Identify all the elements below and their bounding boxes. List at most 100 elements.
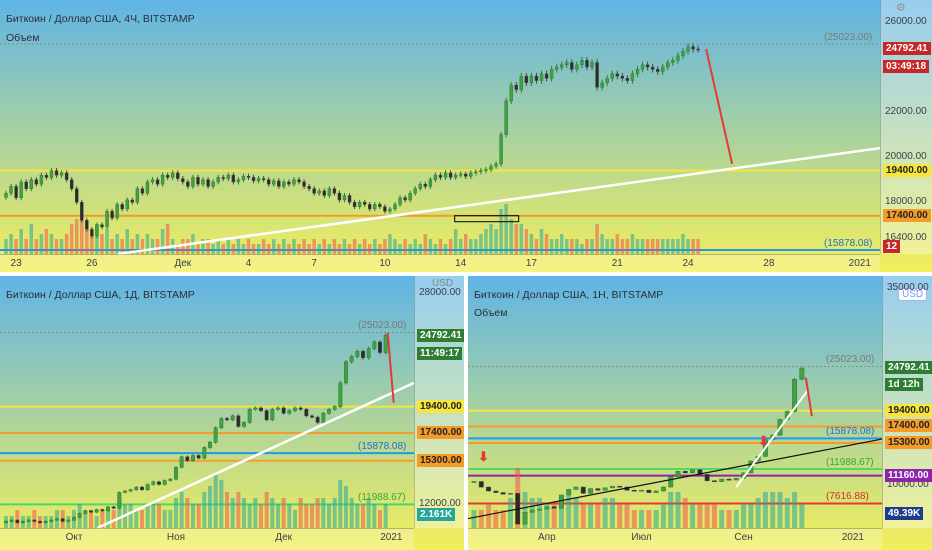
time-axis[interactable]: 23 26 Дек 4 7 10 14 17 21 24 28 2021 xyxy=(0,254,880,272)
candle xyxy=(544,73,549,79)
candle xyxy=(14,186,18,198)
chart-panel-1w[interactable]: ⬇ ⬇ Биткоин / Доллар США, 1Н, BITSTAMP Об… xyxy=(468,276,932,550)
volume-bar xyxy=(24,239,28,254)
candle xyxy=(145,484,150,490)
volume-bar xyxy=(226,239,231,254)
price-axis[interactable]: 10000.00 35000.00 24792.41 1d 12h 19400.00 17… xyxy=(882,276,932,528)
axis-unit-label: USD xyxy=(432,278,454,289)
candle xyxy=(675,471,681,478)
candle xyxy=(560,64,564,68)
candle xyxy=(610,73,614,79)
candle xyxy=(539,73,544,81)
panel-divider-vertical[interactable] xyxy=(464,276,468,550)
candle xyxy=(378,204,382,207)
price-axis[interactable]: 12000.00 28000.00 24792.41 11:49:17 19400.00… xyxy=(414,276,464,528)
volume-bar xyxy=(317,244,321,254)
volume-bar xyxy=(59,239,64,254)
price-badge: 49.39K xyxy=(885,506,924,520)
time-axis[interactable]: Апр Июл Сен 2021 xyxy=(468,528,882,550)
forecast-arrow xyxy=(705,48,734,165)
candle xyxy=(69,179,74,189)
plot-area[interactable] xyxy=(0,276,464,550)
candle xyxy=(500,492,506,495)
candle xyxy=(208,442,212,448)
volume-bar xyxy=(697,504,703,528)
candle xyxy=(297,179,301,183)
candle xyxy=(605,78,609,84)
candle xyxy=(85,219,89,230)
volume-bar xyxy=(585,239,589,254)
candle xyxy=(640,64,645,70)
candle xyxy=(799,367,805,380)
volume-bar xyxy=(176,244,180,254)
candle xyxy=(595,62,599,88)
volume-bar xyxy=(367,244,372,254)
candle xyxy=(242,422,246,427)
volume-bar xyxy=(403,239,407,254)
candle xyxy=(282,181,286,187)
volume-bar xyxy=(304,504,309,528)
price-tick: 22000.00 xyxy=(885,106,927,118)
candle xyxy=(259,407,263,411)
price-badge: 19400.00 xyxy=(883,163,931,177)
volume-bar xyxy=(80,214,84,254)
time-tick: 2021 xyxy=(841,532,864,543)
volume-bar xyxy=(282,239,286,254)
volume-bar xyxy=(590,239,594,254)
volume-bar xyxy=(39,234,44,254)
volume-bar xyxy=(610,239,614,254)
candle xyxy=(191,455,195,461)
candle xyxy=(15,519,20,523)
candle xyxy=(185,456,190,461)
candle xyxy=(617,486,623,488)
candle xyxy=(534,75,539,81)
candle xyxy=(83,510,88,514)
volume-bar xyxy=(507,498,513,528)
volume-bar xyxy=(719,510,725,528)
plot-area[interactable]: ⬇⬇ xyxy=(468,276,932,550)
candle xyxy=(443,172,448,178)
candle xyxy=(64,172,69,180)
candle xyxy=(479,170,483,173)
volume-bar xyxy=(514,224,519,254)
candle xyxy=(418,183,422,189)
volume-bar xyxy=(15,510,20,528)
candle xyxy=(575,64,579,70)
candle xyxy=(219,418,224,428)
volume-bar xyxy=(549,239,554,254)
volume-bar xyxy=(355,504,360,528)
volume-bar xyxy=(509,219,513,254)
volume-bar xyxy=(660,504,666,528)
candle xyxy=(94,509,99,513)
candle xyxy=(186,181,190,187)
volume-bar xyxy=(338,480,343,528)
price-badge: 19400.00 xyxy=(885,403,932,417)
volume-bar xyxy=(681,234,685,254)
candle xyxy=(213,427,218,443)
volume-bar xyxy=(344,486,348,528)
settings-icon[interactable]: ⚙ xyxy=(896,2,906,14)
plot-area[interactable] xyxy=(0,0,932,272)
candle xyxy=(682,471,688,474)
volume-bar xyxy=(522,492,528,528)
chart-panel-4h[interactable]: Биткоин / Доллар США, 4Ч, BITSTAMP Объем… xyxy=(0,0,932,272)
volume-bar xyxy=(393,239,397,254)
volume-bar xyxy=(327,244,332,254)
candle xyxy=(267,179,271,185)
currency-button[interactable]: USD xyxy=(898,288,928,301)
candle xyxy=(39,174,44,185)
time-axis[interactable]: Окт Ноя Дек 2021 xyxy=(0,528,414,550)
volume-bar xyxy=(690,504,696,528)
volume-bar xyxy=(504,204,508,254)
candle xyxy=(77,513,82,518)
volume-bar xyxy=(554,239,559,254)
candle xyxy=(168,478,173,481)
volume-bar xyxy=(162,510,167,528)
chart-panel-1d[interactable]: Биткоин / Доллар США, 1Д, BITSTAMP USD 1… xyxy=(0,276,464,550)
panel-divider-horizontal[interactable] xyxy=(0,272,932,276)
volume-bar xyxy=(486,504,492,528)
volume-bar xyxy=(125,229,129,254)
volume-bar xyxy=(134,510,139,528)
volume-bar xyxy=(609,498,615,528)
price-axis[interactable]: 16400.0018000.0020000.0022000.0024000.00… xyxy=(880,0,932,254)
